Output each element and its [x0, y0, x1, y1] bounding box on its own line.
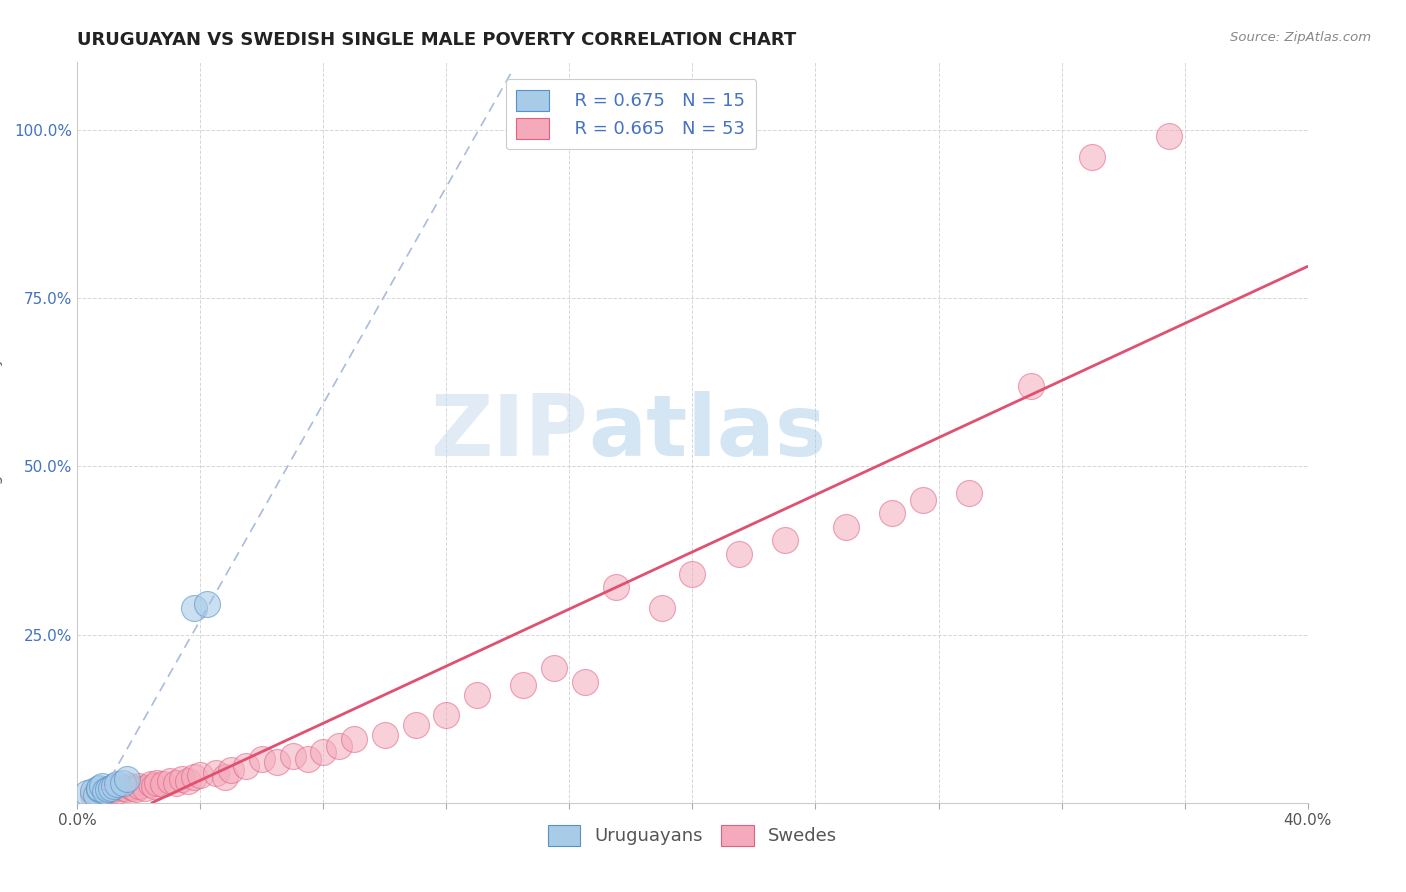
Point	[82, 783, 104, 797]
Point	[121, 780, 143, 795]
Point	[183, 600, 205, 615]
Point	[465, 688, 488, 702]
Point	[183, 770, 205, 784]
Point	[103, 779, 125, 793]
Point	[159, 774, 181, 789]
Point	[512, 678, 534, 692]
Point	[125, 782, 148, 797]
Point	[165, 775, 187, 789]
Point	[281, 748, 304, 763]
Point	[957, 486, 980, 500]
Legend: Uruguayans, Swedes: Uruguayans, Swedes	[537, 814, 848, 856]
Point	[146, 775, 169, 789]
Point	[297, 752, 319, 766]
Point	[266, 756, 288, 770]
Point	[87, 782, 110, 797]
Text: URUGUAYAN VS SWEDISH SINGLE MALE POVERTY CORRELATION CHART: URUGUAYAN VS SWEDISH SINGLE MALE POVERTY…	[77, 31, 797, 49]
Point	[188, 767, 212, 781]
Point	[177, 774, 200, 789]
Point	[328, 739, 350, 753]
Point	[128, 779, 150, 793]
Point	[1019, 378, 1042, 392]
Point	[543, 661, 565, 675]
Point	[143, 779, 166, 793]
Point	[105, 777, 128, 791]
Point	[115, 772, 138, 787]
Point	[1081, 150, 1104, 164]
Point	[235, 758, 257, 772]
Point	[87, 780, 110, 795]
Point	[405, 718, 427, 732]
Point	[1159, 129, 1181, 144]
Text: Source: ZipAtlas.com: Source: ZipAtlas.com	[1230, 31, 1371, 45]
Point	[219, 764, 242, 778]
Point	[87, 786, 110, 800]
Text: atlas: atlas	[588, 391, 827, 475]
Point	[204, 765, 226, 780]
Point	[727, 547, 749, 561]
Point	[90, 779, 114, 793]
Point	[134, 780, 156, 795]
Point	[170, 772, 193, 787]
Point	[141, 777, 163, 791]
Point	[343, 731, 366, 746]
Point	[100, 780, 122, 795]
Point	[250, 752, 273, 766]
Point	[912, 492, 935, 507]
Point	[152, 777, 174, 791]
Text: ZIP: ZIP	[430, 391, 588, 475]
Point	[651, 600, 673, 615]
Point	[682, 566, 704, 581]
Point	[214, 770, 236, 784]
Point	[195, 597, 218, 611]
Point	[835, 520, 858, 534]
Point	[112, 775, 135, 789]
Point	[882, 507, 904, 521]
Point	[112, 780, 135, 795]
Point	[118, 779, 141, 793]
Point	[97, 782, 120, 797]
Point	[82, 788, 104, 802]
Point	[312, 745, 335, 759]
Point	[436, 708, 458, 723]
Point	[103, 782, 125, 797]
Point	[105, 783, 128, 797]
Point	[94, 783, 117, 797]
Point	[76, 786, 98, 800]
Point	[90, 783, 114, 797]
Point	[97, 786, 120, 800]
Point	[773, 533, 796, 548]
Point	[374, 729, 396, 743]
Point	[115, 782, 138, 797]
Point	[84, 788, 107, 802]
Point	[605, 581, 627, 595]
Y-axis label: Single Male Poverty: Single Male Poverty	[0, 357, 3, 508]
Point	[574, 674, 596, 689]
